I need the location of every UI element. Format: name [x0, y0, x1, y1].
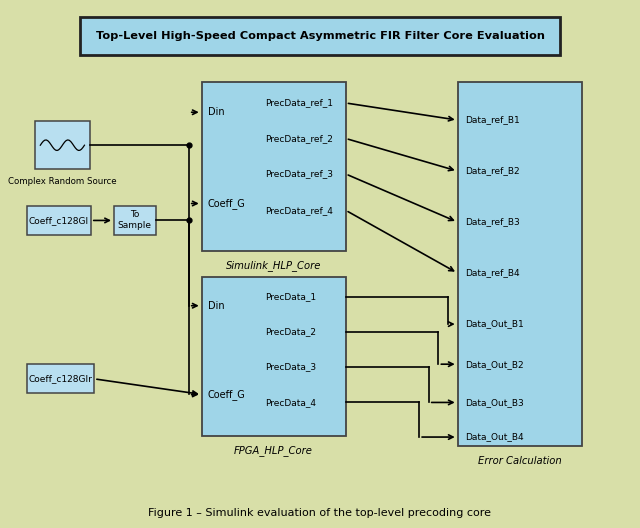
FancyBboxPatch shape: [202, 277, 346, 436]
Text: Figure 1 – Simulink evaluation of the top-level precoding core: Figure 1 – Simulink evaluation of the to…: [148, 508, 492, 518]
Text: Data_Out_B4: Data_Out_B4: [465, 432, 524, 441]
Text: Coeff_G: Coeff_G: [208, 198, 246, 209]
Text: PrecData_2: PrecData_2: [265, 327, 316, 336]
Text: PrecData_ref_4: PrecData_ref_4: [265, 206, 333, 215]
FancyBboxPatch shape: [27, 364, 94, 393]
Text: Din: Din: [208, 107, 225, 117]
Text: Coeff_c128GI: Coeff_c128GI: [29, 216, 89, 225]
Text: Simulink_HLP_Core: Simulink_HLP_Core: [226, 260, 321, 271]
Text: FPGA_HLP_Core: FPGA_HLP_Core: [234, 445, 313, 456]
Text: Data_ref_B1: Data_ref_B1: [465, 116, 520, 125]
Text: Error Calculation: Error Calculation: [478, 456, 562, 466]
Text: PrecData_4: PrecData_4: [265, 398, 316, 407]
Text: Data_Out_B1: Data_Out_B1: [465, 319, 524, 328]
Text: Data_Out_B2: Data_Out_B2: [465, 360, 524, 369]
Text: Data_Out_B3: Data_Out_B3: [465, 398, 524, 407]
Text: Data_ref_B2: Data_ref_B2: [465, 167, 520, 176]
FancyBboxPatch shape: [27, 206, 91, 235]
Text: Complex Random Source: Complex Random Source: [8, 177, 116, 186]
FancyBboxPatch shape: [202, 82, 346, 251]
Text: Data_ref_B4: Data_ref_B4: [465, 269, 520, 278]
Text: Din: Din: [208, 301, 225, 310]
FancyBboxPatch shape: [114, 206, 156, 235]
Text: PrecData_1: PrecData_1: [265, 293, 316, 301]
Text: Coeff_G: Coeff_G: [208, 389, 246, 400]
Text: Top-Level High-Speed Compact Asymmetric FIR Filter Core Evaluation: Top-Level High-Speed Compact Asymmetric …: [95, 32, 545, 41]
FancyBboxPatch shape: [80, 17, 560, 55]
Text: PrecData_ref_3: PrecData_ref_3: [265, 169, 333, 178]
Text: To
Sample: To Sample: [118, 210, 152, 231]
FancyBboxPatch shape: [458, 82, 582, 446]
Text: Data_ref_B3: Data_ref_B3: [465, 218, 520, 227]
FancyBboxPatch shape: [35, 121, 90, 169]
Text: Coeff_c128GIr: Coeff_c128GIr: [29, 374, 92, 383]
Text: PrecData_3: PrecData_3: [265, 362, 316, 371]
Text: PrecData_ref_2: PrecData_ref_2: [265, 134, 333, 143]
Text: PrecData_ref_1: PrecData_ref_1: [265, 98, 333, 108]
